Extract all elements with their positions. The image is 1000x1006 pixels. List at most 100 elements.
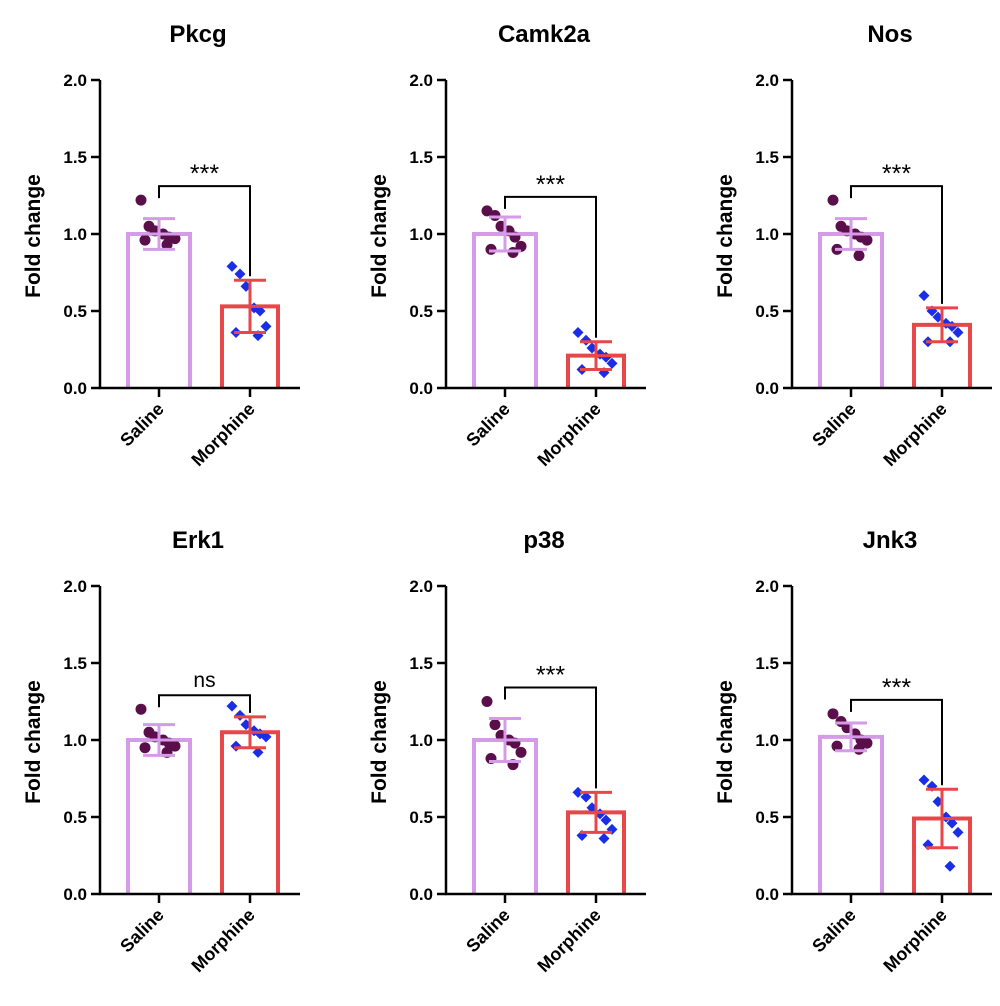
y-tick-label: 0.0: [409, 379, 433, 398]
point-saline: [831, 740, 843, 752]
x-category-label: Morphine: [879, 399, 950, 470]
point-saline: [481, 696, 493, 707]
panel-title: p38: [523, 527, 564, 554]
bar-saline: [818, 734, 884, 894]
significance-label: ***: [882, 160, 911, 188]
y-tick-label: 1.0: [409, 225, 433, 244]
bar-morphine: [220, 730, 280, 894]
x-category-label: Saline: [808, 905, 860, 957]
panel-jnk3: Jnk3 Fold change 0.0 0.5 1.0 1.5 2.0 Saline Morp…: [714, 527, 992, 976]
point-morphine: [234, 268, 246, 280]
y-axis-label: Fold change: [714, 174, 737, 298]
y-tick-label: 0.0: [63, 379, 87, 398]
y-tick-label: 1.5: [755, 148, 779, 167]
y-tick-label: 1.0: [63, 225, 87, 244]
y-tick-label: 2.0: [755, 577, 779, 596]
point-morphine: [580, 791, 592, 803]
y-tick-label: 2.0: [755, 71, 779, 90]
point-morphine: [580, 334, 592, 346]
y-tick-label: 1.5: [409, 654, 433, 673]
point-morphine: [918, 774, 930, 786]
error-bar-saline: [131, 723, 187, 757]
y-tick-label: 0.5: [409, 302, 433, 321]
point-morphine: [952, 826, 964, 838]
significance-bracket: [850, 698, 943, 786]
point-saline: [515, 240, 527, 252]
error-bar-saline: [131, 217, 187, 251]
point-morphine: [606, 357, 618, 369]
bar-saline: [126, 738, 192, 894]
x-category-label: Saline: [462, 399, 514, 451]
point-saline: [853, 250, 865, 262]
significance-label: ***: [536, 171, 565, 199]
point-saline: [139, 742, 151, 754]
y-axis-label: Fold change: [22, 174, 45, 298]
point-saline: [135, 703, 147, 715]
point-morphine: [260, 320, 272, 332]
y-tick-label: 0.0: [755, 885, 779, 904]
panel-title: Jnk3: [863, 527, 918, 554]
error-bar-morphine: [914, 787, 970, 850]
y-tick-label: 1.5: [409, 148, 433, 167]
panel-title: Camk2a: [498, 21, 591, 48]
y-tick-label: 1.0: [755, 731, 779, 750]
point-saline: [827, 708, 839, 720]
y-tick-label: 0.5: [409, 808, 433, 827]
bar-saline: [126, 232, 192, 388]
point-morphine: [918, 290, 930, 302]
panel-erk1: Erk1 Fold change 0.0 0.5 1.0 1.5 2.0 Saline Morp…: [22, 527, 300, 976]
y-axis-label: Fold change: [368, 680, 391, 804]
bar-saline: [818, 232, 884, 388]
significance-label: ***: [882, 674, 911, 702]
point-saline: [135, 194, 147, 206]
panel-nos: Nos Fold change 0.0 0.5 1.0 1.5 2.0 Saline Morph…: [714, 21, 992, 470]
significance-bracket: [158, 694, 251, 713]
error-bar-saline: [477, 215, 533, 253]
significance-label: ***: [536, 662, 565, 690]
error-bar-morphine: [222, 715, 278, 750]
panel-title: Pkcg: [169, 21, 226, 48]
point-morphine: [600, 814, 612, 826]
y-tick-label: 0.0: [63, 885, 87, 904]
point-morphine: [226, 260, 238, 272]
point-morphine: [226, 700, 238, 712]
point-saline: [861, 234, 873, 246]
point-morphine: [946, 817, 958, 829]
y-tick-label: 0.5: [755, 808, 779, 827]
error-bar-morphine: [914, 306, 970, 344]
point-morphine: [252, 746, 264, 758]
point-saline: [489, 719, 501, 731]
y-tick-label: 0.0: [409, 885, 433, 904]
x-category-label: Morphine: [187, 399, 258, 470]
error-bar-morphine: [568, 790, 624, 834]
point-saline: [161, 239, 173, 251]
panel-title: Erk1: [172, 527, 224, 554]
y-tick-label: 2.0: [409, 71, 433, 90]
error-bar-saline: [823, 217, 879, 251]
panel-title: Nos: [867, 21, 912, 48]
point-morphine: [952, 327, 964, 339]
y-tick-label: 1.5: [63, 148, 87, 167]
significance-bracket: [850, 185, 943, 304]
x-category-label: Morphine: [879, 905, 950, 976]
point-morphine: [944, 860, 956, 872]
error-bar-morphine: [568, 340, 624, 372]
point-morphine: [254, 305, 266, 317]
point-morphine: [572, 327, 584, 339]
error-bar-saline: [477, 716, 533, 764]
x-category-label: Morphine: [533, 905, 604, 976]
x-category-label: Saline: [116, 905, 168, 957]
point-morphine: [230, 740, 242, 752]
y-tick-label: 0.5: [63, 808, 87, 827]
significance-bracket: [158, 185, 251, 277]
point-saline: [481, 205, 493, 217]
y-tick-label: 0.5: [755, 302, 779, 321]
x-category-label: Saline: [116, 399, 168, 451]
point-morphine: [598, 833, 610, 845]
error-bar-morphine: [222, 278, 278, 335]
point-morphine: [260, 731, 272, 743]
significance-bracket: [504, 195, 597, 338]
y-tick-label: 1.5: [755, 654, 779, 673]
x-category-label: Morphine: [187, 905, 258, 976]
